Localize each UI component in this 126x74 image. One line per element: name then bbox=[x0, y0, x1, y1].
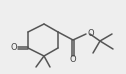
Text: O: O bbox=[87, 28, 94, 38]
Text: O: O bbox=[11, 44, 17, 52]
Text: O: O bbox=[70, 56, 76, 65]
